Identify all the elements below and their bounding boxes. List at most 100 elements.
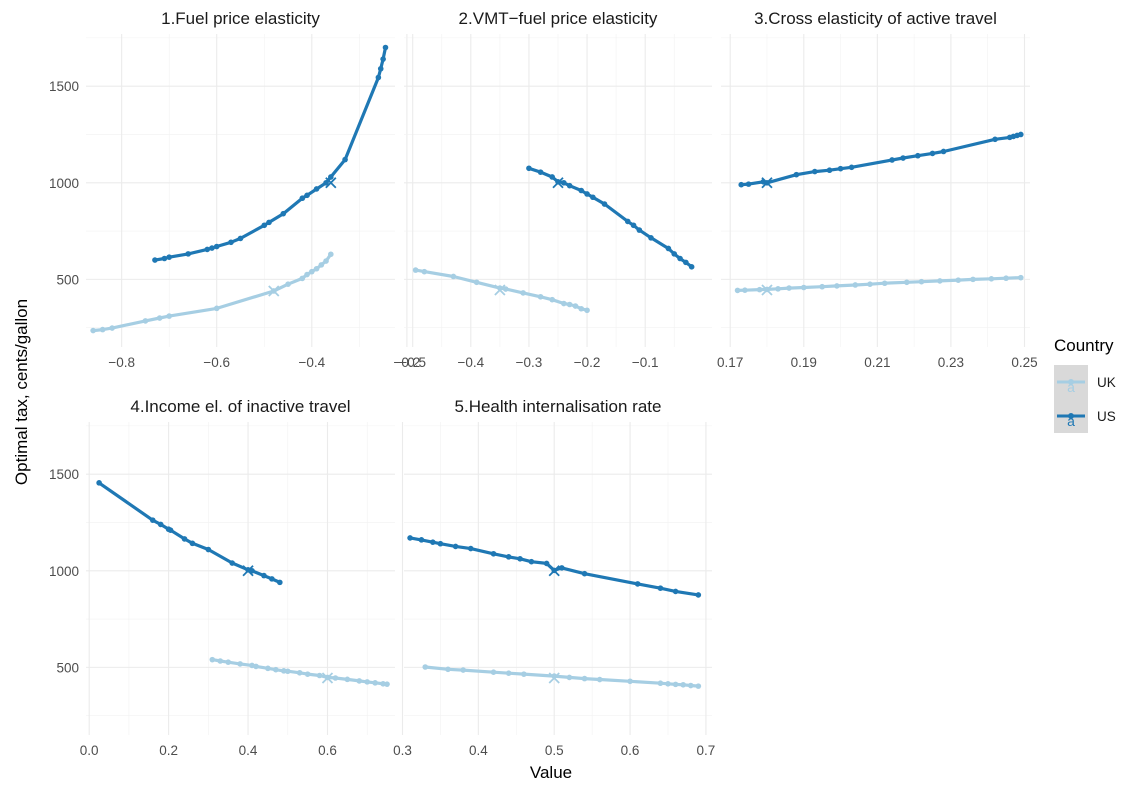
baseline-marker-uk xyxy=(321,672,334,684)
data-point-uk xyxy=(284,668,291,675)
series-line-us xyxy=(97,481,282,584)
panel-title: 5.Health internalisation rate xyxy=(455,397,662,416)
legend-title: Country xyxy=(1054,336,1114,355)
data-point-uk xyxy=(665,680,671,687)
data-point-uk xyxy=(520,290,526,296)
x-tick-label: 0.25 xyxy=(1011,355,1037,370)
data-point-uk xyxy=(581,675,588,682)
data-point-uk xyxy=(460,667,466,673)
data-point-us xyxy=(848,164,855,171)
data-point-us xyxy=(584,191,590,197)
data-point-us xyxy=(915,152,921,159)
data-point-us xyxy=(304,192,310,199)
y-tick-label: 500 xyxy=(56,272,79,287)
data-point-us xyxy=(181,536,188,542)
data-point-us xyxy=(648,235,654,241)
data-point-uk xyxy=(505,670,512,676)
data-point-us xyxy=(377,65,384,72)
data-point-uk xyxy=(412,267,419,273)
data-point-us xyxy=(205,546,212,553)
panel-2: 2.VMT−fuel price elasticity −0.5 −0.4 −0.3 −… xyxy=(399,9,712,370)
data-point-uk xyxy=(1018,274,1024,281)
x-tick-label: −0.4 xyxy=(298,355,325,370)
data-point-us xyxy=(189,540,196,547)
baseline-marker-uk xyxy=(548,672,560,684)
data-point-uk xyxy=(561,300,567,307)
x-tick-label: 0.17 xyxy=(717,355,743,370)
baseline-marker-us xyxy=(548,565,560,577)
data-point-us xyxy=(152,257,158,263)
y-tick-label: 1500 xyxy=(49,467,79,482)
data-point-uk xyxy=(253,663,259,670)
data-point-us xyxy=(738,181,745,188)
data-point-uk xyxy=(596,676,603,683)
data-point-us xyxy=(452,543,459,550)
data-point-uk xyxy=(421,268,428,275)
baseline-marker-us xyxy=(325,177,337,189)
series-line-us xyxy=(153,45,388,262)
x-tick-label: 0.5 xyxy=(545,743,564,758)
data-point-uk xyxy=(142,318,149,324)
data-point-uk xyxy=(473,279,480,286)
legend-label-uk: UK xyxy=(1097,375,1116,390)
data-point-uk xyxy=(819,283,825,290)
data-point-uk xyxy=(918,278,925,285)
panel-title: 1.Fuel price elasticity xyxy=(161,9,320,28)
baseline-marker-us xyxy=(552,177,564,189)
data-point-us xyxy=(677,255,683,262)
data-point-us xyxy=(209,245,215,251)
data-point-uk xyxy=(304,271,310,278)
data-point-uk xyxy=(672,681,679,688)
data-point-uk xyxy=(937,278,943,284)
legend-item-us: a US xyxy=(1054,399,1116,433)
data-point-uk xyxy=(881,280,888,287)
data-point-uk xyxy=(578,305,585,312)
data-point-us xyxy=(517,555,523,562)
data-point-uk xyxy=(537,293,544,300)
data-point-us xyxy=(634,581,641,587)
data-point-us xyxy=(837,165,844,172)
data-point-uk xyxy=(384,681,390,687)
data-point-uk xyxy=(265,665,271,672)
data-point-us xyxy=(671,251,678,257)
y-tick-label: 1000 xyxy=(49,564,79,579)
data-point-uk xyxy=(627,678,633,685)
data-point-uk xyxy=(304,671,311,677)
data-point-uk xyxy=(572,303,579,309)
data-point-uk xyxy=(273,666,279,673)
panel-4: 4.Income el. of inactive travel 0.0 0.2 0.4… xyxy=(49,397,395,758)
baseline-marker-us xyxy=(761,177,773,189)
x-tick-label: 0.21 xyxy=(864,355,890,370)
data-point-us xyxy=(261,572,267,579)
legend-point-uk xyxy=(1068,379,1074,385)
data-point-uk xyxy=(213,305,220,312)
panel-title: 4.Income el. of inactive travel xyxy=(130,397,350,416)
data-point-us xyxy=(269,576,275,582)
data-point-us xyxy=(229,560,235,566)
data-point-us xyxy=(161,255,168,262)
baseline-marker-uk xyxy=(761,284,773,296)
data-point-us xyxy=(323,179,329,186)
data-point-us xyxy=(157,521,164,528)
data-point-us xyxy=(266,219,272,226)
data-point-us xyxy=(601,201,608,207)
x-tick-label: 0.6 xyxy=(318,743,337,758)
data-point-us xyxy=(889,157,895,163)
data-point-uk xyxy=(313,265,320,272)
y-tick-label: 1000 xyxy=(49,176,79,191)
data-point-uk xyxy=(356,678,363,684)
panel-5: 5.Health internalisation rate 0.3 0.4 0.5 0.… xyxy=(393,397,715,758)
data-point-us xyxy=(665,245,672,252)
x-axis-title: Value xyxy=(530,763,572,782)
data-point-uk xyxy=(834,283,840,289)
data-point-us xyxy=(526,165,532,172)
data-point-uk xyxy=(687,682,694,689)
data-point-us xyxy=(375,74,382,81)
data-point-us xyxy=(185,251,192,257)
data-point-uk xyxy=(852,282,859,288)
data-point-uk xyxy=(786,285,792,291)
data-point-us xyxy=(407,535,413,541)
data-point-uk xyxy=(566,301,573,308)
x-tick-label: 0.6 xyxy=(621,743,640,758)
